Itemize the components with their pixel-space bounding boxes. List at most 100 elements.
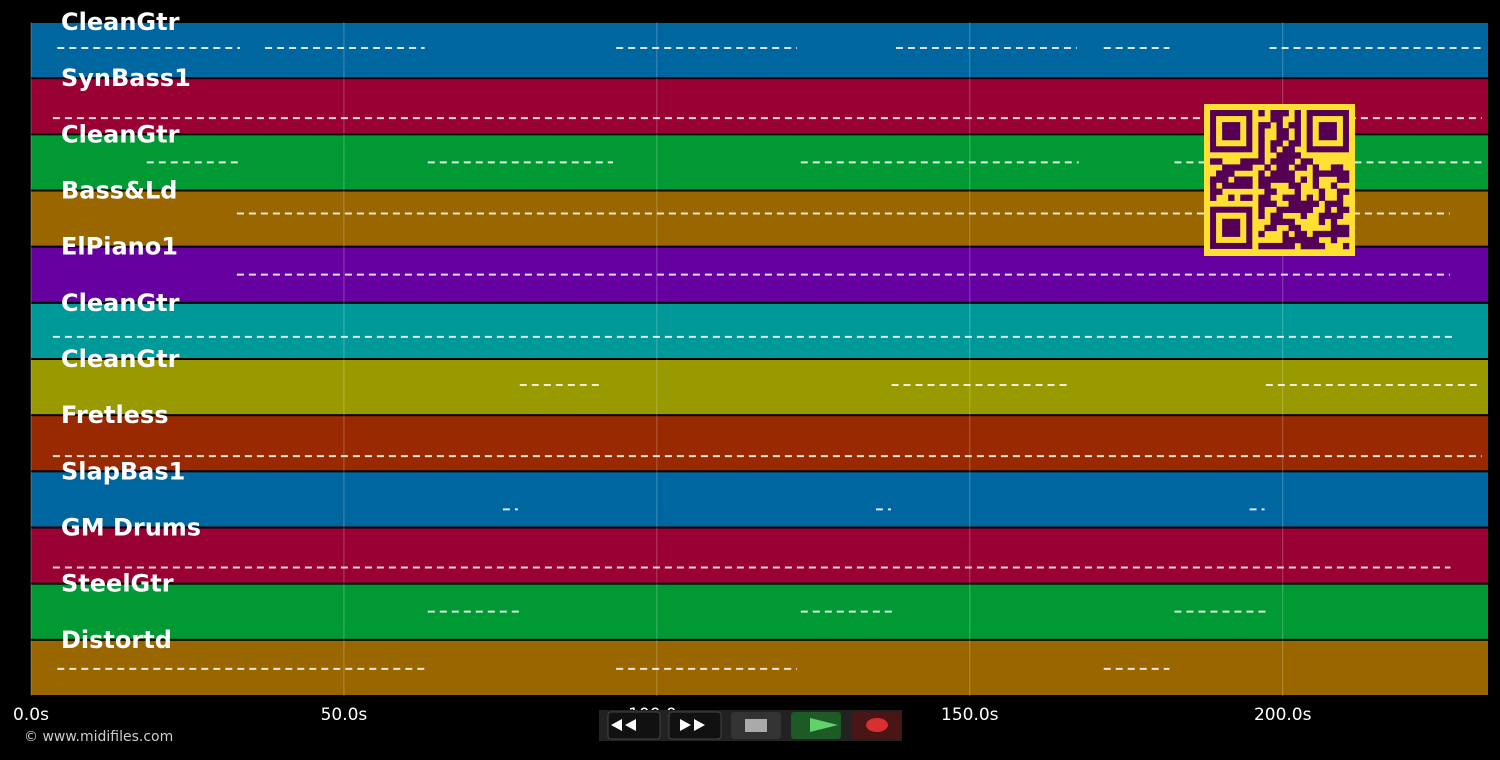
- qr-cell: [1330, 170, 1338, 177]
- qr-cell: [1270, 158, 1277, 165]
- qr-cell: [1330, 200, 1338, 207]
- qr-cell: [1276, 134, 1283, 141]
- stop-icon[interactable]: [745, 719, 767, 732]
- qr-cell: [1246, 194, 1253, 201]
- qr-cell: [1336, 188, 1344, 195]
- forward-button[interactable]: [668, 711, 722, 740]
- qr-cell: [1258, 152, 1265, 159]
- track-name: GM Drums: [61, 514, 201, 542]
- qr-cell: [1306, 200, 1314, 207]
- qr-cell: [1246, 158, 1253, 165]
- track-name: SlapBas1: [61, 457, 185, 485]
- qr-cell: [1270, 188, 1277, 195]
- qr-cell: [1300, 164, 1307, 171]
- qr-cell: [1258, 194, 1265, 201]
- qr-cell: [1330, 230, 1338, 238]
- qr-cell: [1294, 188, 1301, 195]
- play-icon[interactable]: [810, 718, 838, 732]
- qr-cell: [1306, 158, 1314, 165]
- qr-cell: [1258, 134, 1265, 141]
- qr-cell: [1222, 182, 1229, 189]
- qr-cell: [1324, 206, 1332, 214]
- qr-cell: [1330, 236, 1338, 244]
- track-name: CleanGtr: [61, 345, 180, 373]
- qr-cell: [1234, 164, 1241, 171]
- qr-cell: [1336, 200, 1344, 207]
- rewind-button[interactable]: [607, 711, 661, 740]
- copyright: © www.midifiles.com: [24, 729, 173, 745]
- qr-cell: [1306, 236, 1314, 244]
- qr-cell: [1336, 224, 1344, 232]
- qr-cell: [1294, 110, 1301, 117]
- rewind-icon[interactable]: [611, 719, 636, 731]
- qr-cell: [1210, 194, 1217, 201]
- forward-icon[interactable]: [680, 719, 705, 731]
- qr-cell: [1330, 224, 1338, 232]
- track-name: ElPiano1: [61, 233, 178, 261]
- qr-cell: [1258, 242, 1265, 250]
- qr-cell: [1282, 170, 1289, 177]
- qr-cell: [1276, 110, 1283, 117]
- qr-cell: [1336, 206, 1344, 214]
- qr-cell: [1342, 188, 1350, 195]
- qr-cell: [1276, 176, 1283, 183]
- qr-cell: [1276, 140, 1283, 147]
- track-name: Distortd: [61, 626, 172, 654]
- qr-cell: [1270, 200, 1277, 207]
- qr-cell: [1276, 158, 1283, 165]
- play-button[interactable]: [791, 712, 841, 739]
- qr-cell: [1258, 206, 1265, 214]
- qr-cell: [1300, 242, 1307, 250]
- qr-cell: [1312, 170, 1320, 177]
- qr-cell: [1270, 110, 1277, 117]
- qr-cell: [1282, 146, 1289, 153]
- track-lane: [31, 528, 1488, 583]
- track-name: Bass&Ld: [61, 177, 177, 205]
- record-icon[interactable]: [866, 718, 888, 732]
- qr-cell: [1258, 140, 1265, 147]
- qr-cell: [1288, 236, 1295, 244]
- qr-cell: [1288, 242, 1295, 250]
- track-lane: [31, 23, 1488, 78]
- qr-cell: [1336, 194, 1344, 201]
- record-button[interactable]: [852, 712, 901, 739]
- qr-cell: [1282, 206, 1289, 214]
- qr-cell: [1276, 212, 1283, 220]
- qr-cell: [1246, 176, 1253, 183]
- qr-cell: [1342, 176, 1350, 183]
- qr-cell: [1222, 164, 1229, 171]
- qr-cell: [1240, 158, 1247, 165]
- qr-cell: [1288, 170, 1295, 177]
- qr-cell: [1240, 182, 1247, 189]
- qr-cell: [1342, 206, 1350, 214]
- qr-cell: [1318, 212, 1326, 220]
- qr-cell: [1216, 170, 1223, 177]
- qr-cell: [1258, 230, 1265, 238]
- qr-code: [1204, 104, 1355, 256]
- stop-button[interactable]: [731, 712, 781, 739]
- qr-cell: [1294, 236, 1301, 244]
- qr-cell: [1276, 152, 1283, 159]
- qr-cell: [1258, 200, 1265, 207]
- qr-cell: [1342, 170, 1350, 177]
- qr-cell: [1264, 194, 1271, 201]
- qr-cell: [1258, 110, 1265, 117]
- qr-cell: [1288, 158, 1295, 165]
- qr-cell: [1270, 218, 1277, 226]
- qr-cell: [1216, 188, 1223, 195]
- qr-cell: [1282, 194, 1289, 201]
- qr-cell: [1294, 224, 1301, 232]
- qr-cell: [1336, 230, 1344, 238]
- qr-cell: [1300, 230, 1307, 238]
- qr-cell: [1270, 146, 1277, 153]
- qr-cell: [1294, 128, 1301, 135]
- qr-cell: [1210, 182, 1217, 189]
- track-lane: [31, 472, 1488, 527]
- qr-cell: [1288, 218, 1295, 226]
- qr-cell: [1282, 218, 1289, 226]
- track-lane: [31, 584, 1488, 639]
- qr-finder: [1222, 218, 1241, 237]
- qr-cell: [1324, 230, 1332, 238]
